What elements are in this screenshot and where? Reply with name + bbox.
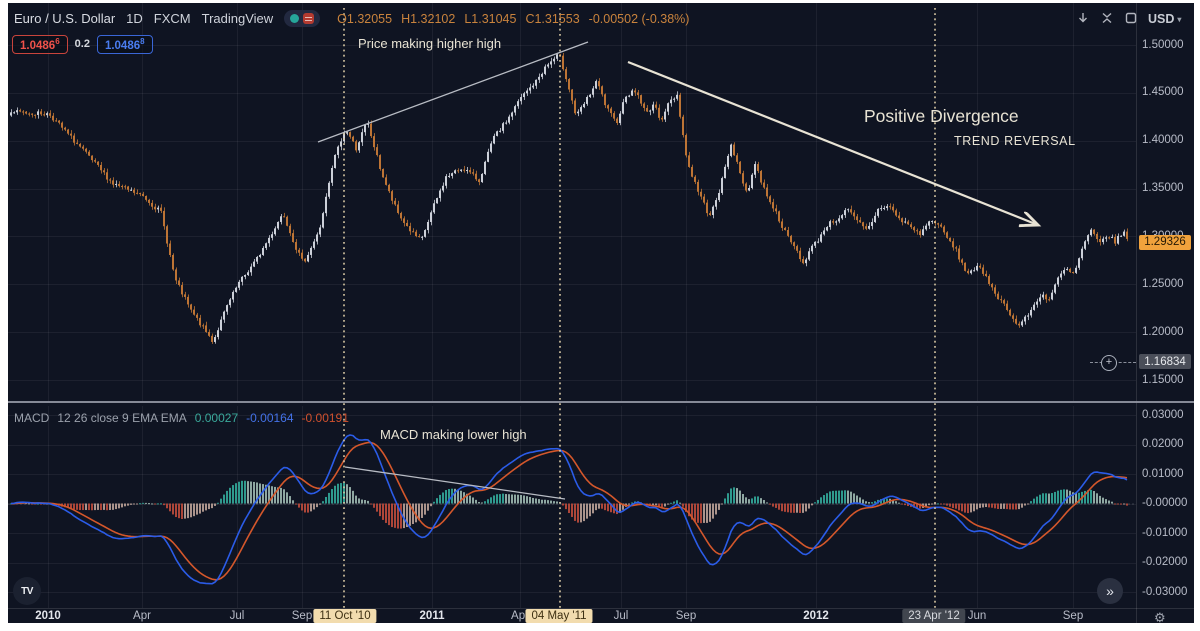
add-alert-plus-icon[interactable]: + — [1101, 355, 1117, 372]
macd-header: MACD 12 26 close 9 EMA EMA 0.00027 -0.00… — [14, 411, 349, 425]
platform-name[interactable]: TradingView — [201, 11, 274, 26]
download-arrow-icon[interactable] — [1074, 9, 1092, 27]
time-tick-label: Jun — [967, 610, 987, 622]
chart-canvas[interactable] — [8, 3, 1194, 623]
maximize-icon[interactable] — [1122, 9, 1140, 27]
price-tick-label: 1.25000 — [1142, 277, 1184, 290]
time-tick-label: Sep — [1062, 610, 1084, 622]
macd-tick-label: 0.01000 — [1142, 467, 1184, 480]
macd-tick-label: -0.01000 — [1142, 526, 1188, 539]
pane-divider[interactable] — [8, 401, 1194, 403]
time-tick-label: 2012 — [803, 610, 829, 622]
low-value: L1.31045 — [464, 11, 517, 26]
macd-lower-high-trendline[interactable] — [344, 466, 566, 500]
price-line-labels: 1.04866 0.2 1.04868 — [12, 35, 153, 54]
drawings-overlay — [317, 8, 1194, 608]
price-tick-label: 1.40000 — [1142, 134, 1184, 147]
price-axis-separator — [1136, 3, 1137, 623]
price-tick-label: 1.35000 — [1142, 182, 1184, 195]
time-axis-separator — [8, 608, 1194, 609]
currency-dropdown[interactable]: USD ▾ — [1148, 12, 1181, 26]
price-tick-label: 1.45000 — [1142, 86, 1184, 99]
price-tick-label: 1.50000 — [1142, 38, 1184, 51]
symbol-exchange[interactable]: FXCM — [153, 11, 191, 26]
mid-value: 0.2 — [74, 38, 90, 51]
macd-tick-label: 0.02000 — [1142, 438, 1184, 450]
macd-title[interactable]: MACD — [14, 411, 50, 425]
macd-tick-label: -0.00000 — [1142, 497, 1188, 509]
divergence-arrow[interactable] — [627, 60, 1038, 225]
time-tick-label: 2010 — [35, 610, 61, 622]
more-chevrons-button[interactable]: » — [1097, 578, 1123, 604]
macd-params[interactable]: 12 26 close 9 EMA EMA — [57, 411, 187, 425]
currency-label: USD — [1148, 12, 1175, 26]
time-tick-label: 2011 — [419, 610, 445, 622]
blue-price-sup: 8 — [140, 37, 145, 46]
red-price-value: 1.0486 — [20, 39, 56, 52]
red-list-icon — [303, 13, 315, 24]
time-tick-label: Apr — [133, 610, 151, 622]
macd-tick-label: 0.03000 — [1142, 408, 1184, 421]
macd-tick-label: -0.03000 — [1142, 585, 1188, 598]
tradingview-logo[interactable]: TV — [13, 577, 41, 605]
time-tick-label: Jul — [229, 610, 245, 622]
time-axis-badge: 04 May '11 — [525, 609, 593, 623]
symbol-header: Euro / U.S. Dollar 1D FXCM TradingView O… — [14, 10, 689, 27]
red-price-sup: 6 — [55, 37, 60, 46]
blue-price-label[interactable]: 1.04868 — [96, 35, 153, 54]
time-axis-badge: 23 Apr '12 — [902, 609, 966, 623]
ohlc-values: O1.32055 H1.32102 L1.31045 C1.31553 -0.0… — [337, 12, 689, 26]
high-value: H1.32102 — [401, 11, 456, 26]
macd-line-value: -0.00164 — [246, 411, 294, 425]
time-tick-label: Apr — [511, 610, 529, 622]
chart-toolbar — [1074, 9, 1140, 27]
annotation-higher-high[interactable]: Price making higher high — [358, 36, 502, 51]
macd-tick-label: -0.02000 — [1142, 556, 1188, 568]
chevron-down-icon: ▾ — [1177, 14, 1182, 24]
red-price-label[interactable]: 1.04866 — [12, 35, 68, 54]
teal-dot-icon — [290, 14, 300, 23]
change-value: -0.00502 (-0.38%) — [588, 11, 690, 26]
price-tick-label: 1.15000 — [1142, 373, 1184, 386]
macd-signal-value: -0.00191 — [301, 411, 349, 425]
tradingview-chart-app: Euro / U.S. Dollar 1D FXCM TradingView O… — [8, 3, 1194, 623]
annotation-positive-divergence[interactable]: Positive Divergence — [864, 106, 1019, 126]
close-value: C1.31553 — [525, 11, 580, 26]
blue-price-value: 1.0486 — [104, 39, 141, 52]
time-axis-badge: 11 Oct '10 — [313, 609, 377, 623]
time-tick-label: Sep — [291, 610, 313, 622]
time-tick-label: Jul — [613, 610, 629, 622]
collapse-panes-icon[interactable] — [1098, 9, 1116, 27]
higher-high-trendline[interactable] — [317, 41, 589, 143]
macd-hist-value: 0.00027 — [194, 411, 239, 425]
price-tick-label: 1.20000 — [1142, 325, 1184, 338]
symbol-interval[interactable]: 1D — [126, 11, 143, 26]
annotation-trend-reversal[interactable]: TREND REVERSAL — [954, 134, 1076, 148]
time-tick-label: Sep — [675, 610, 697, 622]
open-value: O1.32055 — [337, 11, 393, 26]
settings-gear-icon[interactable]: ⚙ — [1154, 610, 1166, 623]
study-toggle[interactable] — [284, 10, 321, 27]
level-price-badge: 1.16834 — [1139, 354, 1191, 370]
last-price-badge: 1.29326 — [1139, 234, 1191, 250]
annotation-macd-lower-high[interactable]: MACD making lower high — [380, 427, 527, 442]
symbol-name[interactable]: Euro / U.S. Dollar — [14, 11, 116, 26]
